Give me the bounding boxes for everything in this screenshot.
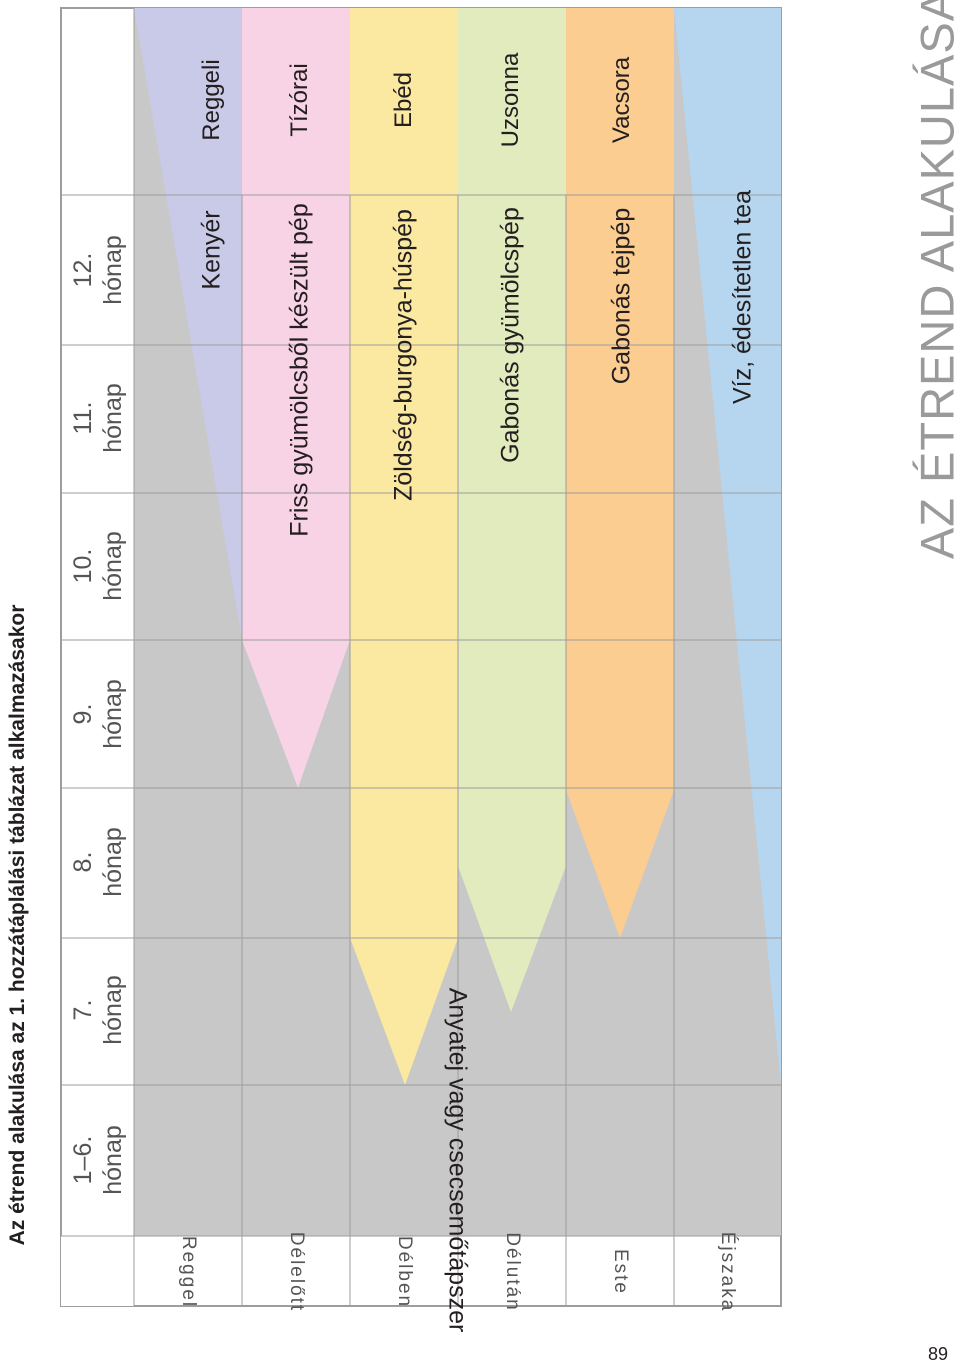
daypart-ejszaka: Éjszaka xyxy=(716,1232,738,1313)
daypart-delutan: Délután xyxy=(501,1232,523,1312)
page-title: Az étrend alakulása az 1. hozzátáplálási… xyxy=(6,605,30,1246)
meal-vacsora: Vacsora xyxy=(608,57,636,143)
daypart-delelott: Délelőtt xyxy=(285,1232,307,1312)
food-gyumolcs-pep: Friss gyümölcsből készült pép xyxy=(286,203,315,536)
daypart-reggel: Reggel xyxy=(177,1236,199,1308)
food-gabonas-tejpep: Gabonás tejpép xyxy=(608,208,637,385)
age-header-12: 12.hónap xyxy=(68,235,128,305)
food-zoldseg-huspep: Zöldség-burgonya-húspép xyxy=(390,209,419,501)
page-number: 89 xyxy=(928,1344,948,1365)
age-header-10: 10.hónap xyxy=(68,531,128,601)
age-header-11: 11.hónap xyxy=(68,383,128,453)
meal-ebed: Ebéd xyxy=(390,72,418,128)
meal-tizorai: Tízórai xyxy=(286,63,314,136)
age-header-9: 9.hónap xyxy=(68,679,128,749)
daypart-delben: Délben xyxy=(393,1236,415,1308)
age-header-1-6: 1–6.hónap xyxy=(68,1125,128,1195)
section-title: AZ ÉTREND ALAKULÁSA xyxy=(910,0,960,559)
age-header-8: 8.hónap xyxy=(68,827,128,897)
milk-label: Anyatej vagy csecsemőtápszer xyxy=(443,988,472,1333)
food-gabonas-gyumolcspep: Gabonás gyümölcspép xyxy=(497,207,526,463)
daypart-este: Este xyxy=(609,1249,631,1295)
age-header-7: 7.hónap xyxy=(68,975,128,1045)
food-viz-tea: Víz, édesítetlen tea xyxy=(729,190,758,404)
meal-reggeli: Reggeli xyxy=(198,59,226,140)
meal-uzsonna: Uzsonna xyxy=(497,53,525,148)
food-kenyer: Kenyér xyxy=(198,210,227,289)
